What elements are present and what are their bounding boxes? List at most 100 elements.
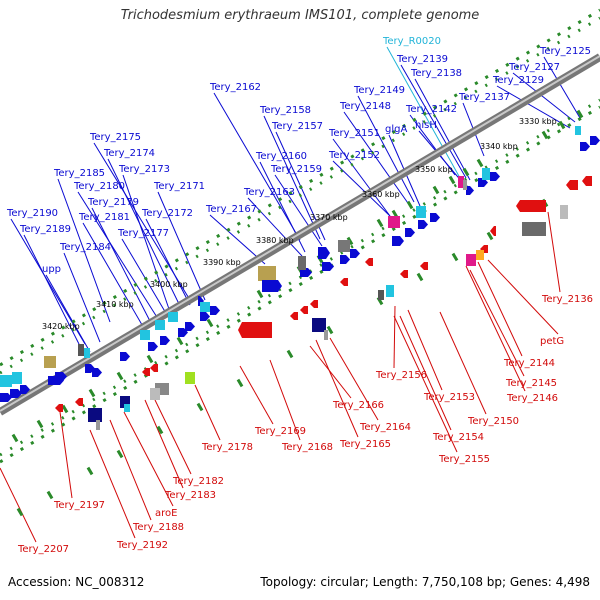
forward-gene-label: Tery_2190 xyxy=(6,208,58,219)
forward-gene xyxy=(590,136,600,145)
forward-leader-line xyxy=(23,234,83,351)
reverse-gene-label: Tery_2153 xyxy=(423,392,475,403)
forward-gene xyxy=(350,249,360,258)
major-tick xyxy=(256,289,264,299)
genome-backbone xyxy=(0,53,600,416)
forward-leader-line xyxy=(400,64,467,179)
reverse-gene xyxy=(476,250,484,260)
reverse-gene-label: petG xyxy=(540,336,564,347)
reverse-gene xyxy=(516,200,546,212)
forward-gene xyxy=(198,296,204,306)
forward-track-inner xyxy=(0,16,600,375)
forward-gene xyxy=(416,206,426,218)
reverse-leader-line xyxy=(109,419,152,521)
forward-gene xyxy=(392,236,404,246)
reverse-leader-line xyxy=(329,337,379,421)
major-tick xyxy=(486,231,494,241)
reverse-gene xyxy=(312,318,326,332)
major-tick xyxy=(176,336,184,346)
major-tick xyxy=(156,425,164,435)
forward-gene-label: Tery_2151 xyxy=(328,128,380,139)
forward-leader-line xyxy=(543,56,581,119)
reverse-leader-line xyxy=(547,211,561,293)
reverse-gene xyxy=(490,226,496,236)
reverse-leader-line xyxy=(439,311,487,415)
forward-leader-line xyxy=(496,85,571,129)
reverse-leader-line xyxy=(269,359,301,441)
reverse-gene xyxy=(124,404,130,412)
scale-label: 3340 kbp xyxy=(480,142,518,151)
forward-gene-label: Tery_2137 xyxy=(458,92,510,103)
backbone-highlight xyxy=(0,55,600,412)
forward-leader-line xyxy=(57,178,111,323)
forward-gene xyxy=(466,186,474,195)
reverse-gene xyxy=(400,270,408,278)
forward-gene xyxy=(210,306,220,315)
reverse-gene xyxy=(75,398,83,406)
forward-gene xyxy=(262,280,282,292)
reverse-gene-label: Tery_2155 xyxy=(438,454,490,465)
reverse-gene-label: Tery_2150 xyxy=(467,416,519,427)
forward-gene xyxy=(92,368,102,377)
forward-gene xyxy=(120,352,130,361)
forward-gene-label: Tery_2158 xyxy=(259,105,311,116)
reverse-leader-line xyxy=(315,339,359,438)
forward-gene xyxy=(405,228,415,237)
forward-gene-label: Tery_2157 xyxy=(271,121,323,132)
forward-gene-label: Tery_2173 xyxy=(118,164,170,175)
forward-leader-line xyxy=(357,95,415,203)
forward-gene xyxy=(478,178,488,187)
reverse-gene xyxy=(55,404,63,412)
reverse-gene xyxy=(290,312,298,320)
scale-label: 3410 kbp xyxy=(96,300,134,309)
major-tick xyxy=(448,175,456,185)
reverse-leader-line xyxy=(239,365,274,425)
reverse-gene xyxy=(120,396,130,408)
reverse-gene xyxy=(420,262,428,270)
reverse-gene xyxy=(466,254,476,266)
forward-gene xyxy=(55,372,67,381)
forward-leader-line xyxy=(107,158,181,307)
forward-gene xyxy=(318,247,330,259)
forward-gene xyxy=(185,322,195,331)
major-tick xyxy=(16,507,24,517)
forward-gene xyxy=(580,142,590,151)
forward-gene-label: Tery_2138 xyxy=(410,68,462,79)
reverse-gene-label: Tery_2145 xyxy=(505,378,557,389)
forward-leader-line xyxy=(63,252,101,343)
forward-gene-label: Tery_2129 xyxy=(492,75,544,86)
forward-gene xyxy=(430,213,440,222)
topology-text: Topology: circular; Length: 7,750,108 bp… xyxy=(260,575,590,589)
forward-leader-line xyxy=(157,191,206,301)
reverse-gene xyxy=(560,205,568,219)
forward-gene-label: Tery_2189 xyxy=(19,224,71,235)
major-tick xyxy=(206,318,214,328)
forward-leader-line xyxy=(122,174,171,313)
reverse-gene-label: Tery_2207 xyxy=(17,544,69,555)
label-leader-lines xyxy=(0,46,581,543)
major-tick xyxy=(116,449,124,459)
forward-gene xyxy=(0,393,12,402)
reverse-leader-line xyxy=(144,399,184,489)
forward-gene-label: Tery_2167 xyxy=(205,204,257,215)
reverse-gene-label: Tery_2169 xyxy=(254,426,306,437)
forward-leader-line xyxy=(77,191,161,323)
map-title: Trichodesmium erythraeum IMS101, complet… xyxy=(120,8,480,23)
forward-gene xyxy=(168,312,178,322)
reverse-track-lower xyxy=(0,105,600,464)
major-tick xyxy=(416,272,424,282)
reverse-leader-line xyxy=(393,315,458,453)
forward-gene xyxy=(482,168,490,180)
forward-gene-label: Tery_2181 xyxy=(78,212,130,223)
forward-leader-line xyxy=(209,214,266,265)
gene-features xyxy=(0,126,600,430)
reverse-gene xyxy=(324,330,328,340)
reverse-gene xyxy=(566,180,578,190)
major-tick xyxy=(326,325,334,335)
scale-label: 3400 kbp xyxy=(150,280,188,289)
reverse-gene xyxy=(340,278,348,286)
forward-leader-line xyxy=(512,72,576,123)
forward-gene-label: Tery_2174 xyxy=(103,148,155,159)
forward-gene-label: Tery_2180 xyxy=(73,181,125,192)
